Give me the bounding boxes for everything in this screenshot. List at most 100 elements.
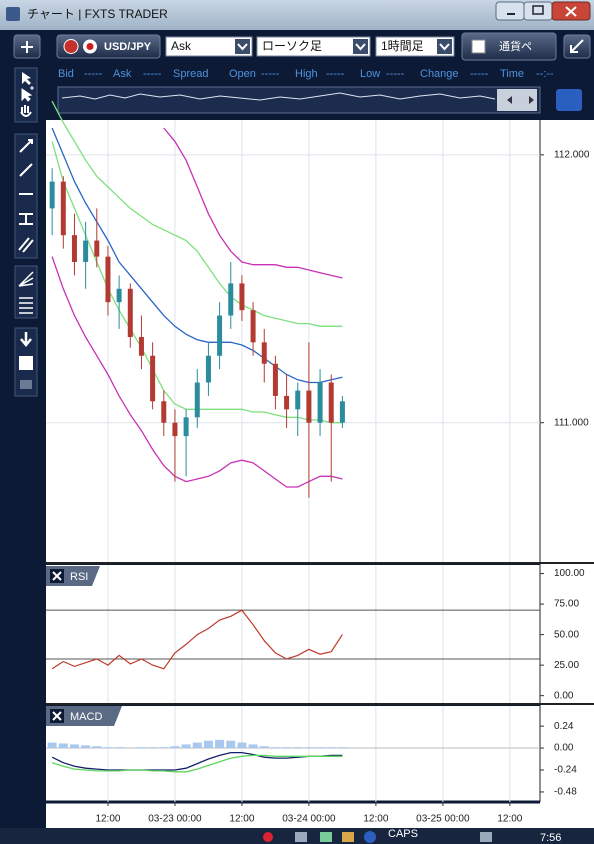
- chart-type-dropdown[interactable]: [256, 36, 371, 57]
- symbol: USD/JPY: [104, 41, 152, 53]
- y-tick-label: 100.00: [554, 568, 585, 579]
- line: [51, 751, 343, 771]
- x-tick-label: 03-25 00:00: [416, 814, 470, 825]
- quote-label: Change: [420, 68, 459, 80]
- quote-label: Ask: [113, 68, 132, 80]
- histogram-bar: [237, 742, 247, 749]
- y-tick-label: -0.24: [554, 765, 577, 776]
- marks: 12:00 03-23 00:00 12:00 03-24 00:00 12:00 03-…: [46, 100, 590, 825]
- overview-line: [61, 92, 496, 101]
- histogram-bar: [47, 742, 57, 749]
- quote-value: -----: [470, 68, 489, 80]
- crosshair-tool[interactable]: [21, 86, 34, 102]
- histogram-bar: [159, 747, 169, 749]
- tool-strip: [14, 67, 38, 397]
- overview-scroll[interactable]: [497, 89, 537, 111]
- candle-body: [71, 235, 77, 262]
- pane-title: RSI: [70, 571, 88, 583]
- quote-label: High: [295, 68, 318, 80]
- candle-body: [183, 417, 189, 437]
- x-tick-label: 12:00: [363, 814, 388, 825]
- list-tool[interactable]: [19, 356, 33, 370]
- caps-indicator: CAPS: [388, 828, 418, 840]
- histogram-bar: [304, 747, 314, 749]
- pair-checkbox[interactable]: [471, 39, 486, 54]
- time-axis: [46, 802, 594, 828]
- candle-body: [105, 256, 111, 303]
- channel-tool[interactable]: [18, 237, 34, 253]
- tray-icon: [480, 832, 492, 842]
- histogram-bar: [215, 739, 225, 749]
- x-tick-label: 03-24 00:00: [282, 814, 336, 825]
- app-icon: [6, 7, 20, 21]
- price-pane: [46, 120, 540, 562]
- histogram-bar: [103, 747, 113, 749]
- vline-tool[interactable]: [19, 213, 33, 225]
- histogram-bar: [293, 747, 303, 749]
- minimize-button[interactable]: [495, 1, 525, 21]
- quote-value: -----: [386, 68, 405, 80]
- histogram-bar: [282, 747, 292, 749]
- camera-tool[interactable]: [20, 380, 32, 389]
- y-tick-label: 25.00: [554, 660, 579, 671]
- hand-tool[interactable]: [20, 105, 32, 117]
- plus-icon: [21, 41, 33, 53]
- histogram-bar: [203, 740, 213, 749]
- quote-label: Open: [229, 68, 256, 80]
- fan-tool[interactable]: [18, 271, 34, 287]
- price-side: Ask: [171, 39, 192, 53]
- candle-body: [127, 288, 133, 337]
- window-title: チャート | FXTS TRADER: [27, 7, 168, 21]
- histogram-bar: [58, 743, 68, 749]
- candle-body: [272, 363, 278, 396]
- quote-label: Time: [500, 68, 524, 80]
- zoom-button[interactable]: [556, 89, 582, 111]
- line: [163, 127, 343, 279]
- x-tick-label: 12:00: [497, 814, 522, 825]
- candle-body: [94, 240, 100, 257]
- title-bar: [0, 0, 594, 30]
- price-axis: [540, 120, 594, 802]
- overview-strip[interactable]: [57, 86, 541, 114]
- fib-tool[interactable]: [19, 297, 33, 314]
- histogram-bar: [192, 742, 202, 749]
- macd-pane: [46, 706, 540, 802]
- tray-icon: [364, 831, 376, 843]
- price-side-dropdown[interactable]: [165, 36, 253, 57]
- candle-body: [217, 315, 223, 356]
- timeframe-dropdown[interactable]: [375, 36, 455, 57]
- histogram-bar: [81, 745, 91, 749]
- candle-body: [261, 342, 267, 364]
- candle-body: [150, 355, 156, 402]
- histogram-bar: [170, 746, 180, 749]
- y-tick-label: 0.00: [554, 743, 574, 754]
- y-tick-label: 111.000: [554, 417, 589, 428]
- histogram-bar: [259, 746, 269, 749]
- line: [51, 609, 343, 670]
- line-tool[interactable]: [19, 163, 33, 177]
- maximize-button[interactable]: [523, 1, 553, 21]
- candle-body: [161, 401, 167, 423]
- histogram-bar: [248, 744, 258, 749]
- histogram-bar: [226, 740, 236, 749]
- candle-body: [116, 288, 122, 303]
- candle-body: [339, 401, 345, 423]
- line: [51, 256, 343, 488]
- timeframe: 1時間足: [381, 39, 424, 53]
- rsi-pane: [46, 565, 540, 703]
- histogram-bar: [315, 747, 325, 749]
- draw-tool[interactable]: [19, 139, 33, 153]
- window-controls[interactable]: [495, 1, 591, 21]
- histogram-bar: [114, 747, 124, 749]
- chart-type: ローソク足: [262, 39, 322, 53]
- y-tick-label: -0.48: [554, 787, 577, 798]
- select-tool[interactable]: [22, 72, 31, 85]
- x-tick-label: 03-23 00:00: [148, 814, 202, 825]
- download-tool[interactable]: [20, 332, 32, 347]
- symbol-button[interactable]: [56, 34, 161, 59]
- candle-body: [138, 336, 144, 356]
- quote-value: -----: [143, 68, 162, 80]
- quote-label: Low: [360, 68, 380, 80]
- quote-value: --:--: [536, 68, 554, 80]
- candle-body: [250, 310, 256, 343]
